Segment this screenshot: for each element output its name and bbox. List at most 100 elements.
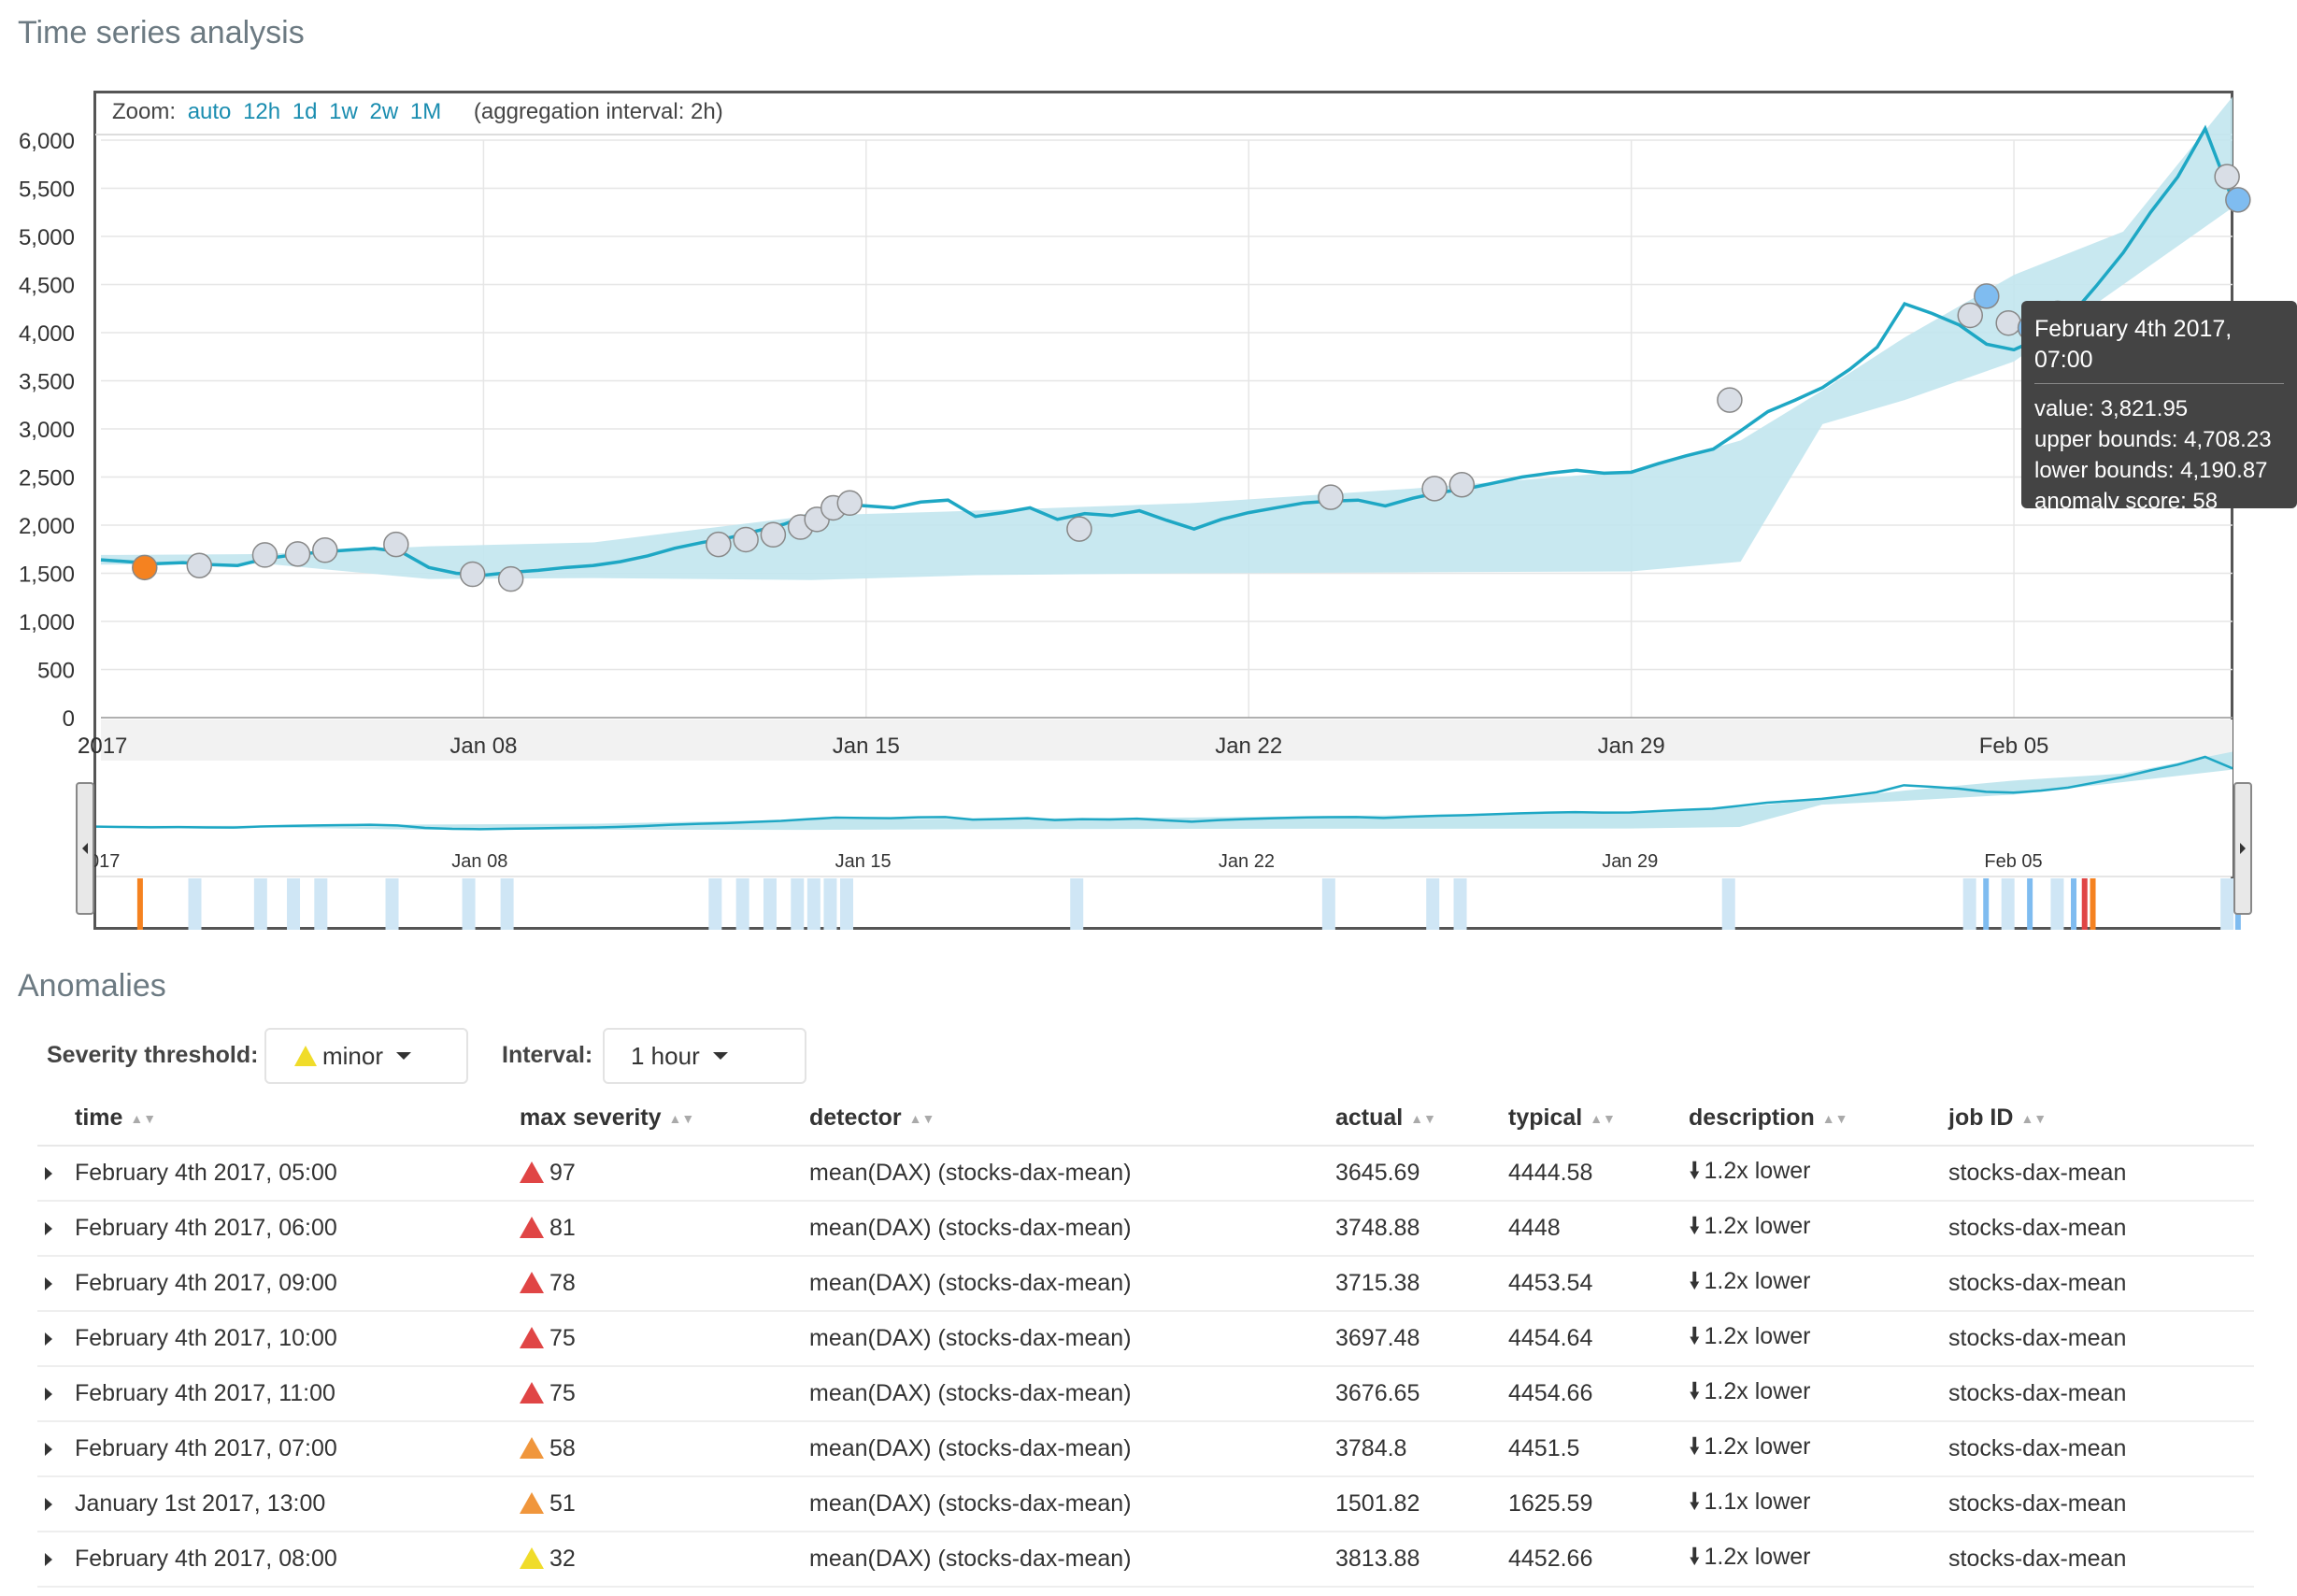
table-row[interactable]: February 4th 2017, 08:00 32 mean(DAX) (sto…	[37, 1532, 2254, 1588]
swimlane-anomaly-tick[interactable]	[287, 878, 301, 930]
table-row[interactable]: February 4th 2017, 10:00 75 mean(DAX) (sto…	[37, 1311, 2254, 1367]
swimlane-anomaly-tick[interactable]	[385, 878, 399, 930]
cell-severity: 75	[520, 1366, 809, 1422]
expand-toggle[interactable]	[37, 1476, 75, 1532]
anomaly-marker[interactable]	[1421, 476, 1448, 502]
arrow-down-icon: 🠛	[1689, 1158, 1701, 1184]
anomaly-marker[interactable]	[1066, 516, 1092, 542]
anomaly-marker[interactable]	[706, 531, 732, 558]
anomaly-marker[interactable]	[251, 542, 278, 568]
table-row[interactable]: February 4th 2017, 11:00 75 mean(DAX) (sto…	[37, 1366, 2254, 1422]
anomaly-marker[interactable]	[733, 526, 759, 553]
context-value-line	[95, 755, 2233, 831]
expand-toggle[interactable]	[37, 1421, 75, 1477]
swimlane-anomaly-tick[interactable]	[462, 878, 476, 930]
col-typical[interactable]: typical ▲▼	[1508, 1090, 1689, 1147]
swimlane-anomaly-tick[interactable]	[1962, 878, 1976, 930]
severity-threshold-dropdown[interactable]: minor	[264, 1028, 468, 1084]
swimlane-anomaly-tick[interactable]	[136, 878, 143, 930]
table-row[interactable]: February 4th 2017, 09:00 78 mean(DAX) (sto…	[37, 1256, 2254, 1312]
col-description[interactable]: description ▲▼	[1689, 1090, 1948, 1147]
swimlane-anomaly-tick[interactable]	[1070, 878, 1084, 930]
zoom-12h[interactable]: 12h	[243, 99, 281, 124]
anomaly-marker[interactable]	[284, 541, 311, 567]
zoom-2w[interactable]: 2w	[369, 99, 399, 124]
zoom-1d[interactable]: 1d	[292, 99, 318, 124]
expand-toggle[interactable]	[37, 1311, 75, 1367]
time-series-chart[interactable]: 0 500 1,000 1,500 2,000 2,500 3,000 3,500 4,000 4…	[0, 0, 2297, 944]
swimlane-anomaly-tick[interactable]	[2001, 878, 2015, 930]
page-title: Time series analysis	[18, 15, 305, 50]
swimlane-anomaly-tick[interactable]	[500, 878, 514, 930]
anomaly-marker[interactable]	[1448, 471, 1476, 498]
anomaly-marker[interactable]	[497, 565, 524, 592]
interval-dropdown[interactable]: 1 hour	[603, 1028, 806, 1084]
swimlane-anomaly-tick[interactable]	[2090, 878, 2096, 930]
swimlane-anomaly-tick[interactable]	[2071, 878, 2077, 930]
anomaly-marker[interactable]	[1957, 302, 1984, 329]
swimlane-anomaly-tick[interactable]	[1983, 878, 1990, 930]
anomaly-marker[interactable]	[312, 537, 338, 563]
swimlane-anomaly-tick[interactable]	[2027, 878, 2033, 930]
anomaly-marker[interactable]	[1974, 283, 2000, 309]
swimlane-anomaly-tick[interactable]	[791, 878, 805, 930]
swimlane-anomaly-tick[interactable]	[840, 878, 854, 930]
expand-toggle[interactable]	[37, 1366, 75, 1422]
anomaly-marker[interactable]	[132, 554, 158, 581]
anomaly-marker[interactable]	[2214, 164, 2240, 190]
swimlane-anomaly-tick[interactable]	[708, 878, 722, 930]
anomaly-marker[interactable]	[1318, 484, 1344, 510]
context-x-tick-label: Jan 22	[1219, 851, 1275, 872]
anomaly-marker[interactable]	[186, 552, 213, 579]
swimlane-anomaly-tick[interactable]	[314, 878, 328, 930]
anomaly-marker[interactable]	[1995, 309, 2021, 336]
arrow-down-icon: 🠛	[1689, 1544, 1701, 1570]
swimlane-anomaly-tick[interactable]	[2050, 878, 2064, 930]
col-actual[interactable]: actual ▲▼	[1335, 1090, 1508, 1147]
swimlane-anomaly-tick[interactable]	[823, 878, 837, 930]
x-axis-band	[101, 720, 2233, 761]
sort-icon: ▲▼	[130, 1110, 157, 1126]
expand-toggle[interactable]	[37, 1146, 75, 1202]
zoom-1m[interactable]: 1M	[409, 99, 442, 124]
swimlane-anomaly-tick[interactable]	[253, 878, 267, 930]
anomaly-marker[interactable]	[383, 531, 409, 558]
cell-description: 🠛 1.1x lower	[1689, 1476, 1948, 1532]
swimlane-anomaly-tick[interactable]	[2081, 878, 2088, 930]
table-row[interactable]: January 1st 2017, 13:00 51 mean(DAX) (stoc…	[37, 1476, 2254, 1532]
anomaly-marker[interactable]	[1717, 387, 1743, 413]
tooltip-value: value: 3,821.95	[2034, 396, 2189, 421]
severity-warning-icon	[520, 1327, 544, 1348]
swimlane-anomaly-tick[interactable]	[763, 878, 777, 930]
swimlane-anomaly-tick[interactable]	[806, 878, 820, 930]
col-detector[interactable]: detector ▲▼	[809, 1090, 1335, 1147]
expand-toggle[interactable]	[37, 1201, 75, 1257]
swimlane-anomaly-tick[interactable]	[1321, 878, 1335, 930]
col-max-severity[interactable]: max severity ▲▼	[520, 1090, 809, 1147]
swimlane-anomaly-tick[interactable]	[1453, 878, 1467, 930]
anomaly-marker[interactable]	[459, 561, 486, 588]
col-job-id[interactable]: job ID ▲▼	[1948, 1090, 2254, 1147]
anomaly-marker[interactable]	[836, 490, 863, 517]
table-row[interactable]: February 4th 2017, 06:00 81 mean(DAX) (sto…	[37, 1201, 2254, 1257]
anomaly-marker[interactable]	[760, 521, 787, 549]
zoom-1w[interactable]: 1w	[329, 99, 358, 124]
swimlane-anomaly-tick[interactable]	[188, 878, 202, 930]
expand-toggle[interactable]	[37, 1256, 75, 1312]
zoom-auto[interactable]: auto	[187, 99, 232, 124]
cell-severity: 97	[520, 1146, 809, 1202]
swimlane-anomaly-tick[interactable]	[2220, 878, 2234, 930]
swimlane-anomaly-tick[interactable]	[735, 878, 749, 930]
arrow-down-icon: 🠛	[1689, 1213, 1701, 1239]
anomaly-marker[interactable]	[2225, 187, 2251, 213]
severity-threshold-label: Severity threshold:	[47, 1042, 259, 1068]
context-x-tick-label: Jan 29	[1602, 851, 1658, 872]
swimlane-anomaly-tick[interactable]	[1426, 878, 1440, 930]
table-row[interactable]: February 4th 2017, 05:00 97 mean(DAX) (sto…	[37, 1146, 2254, 1202]
cell-job-id: stocks-dax-mean	[1948, 1311, 2254, 1367]
expand-toggle[interactable]	[37, 1532, 75, 1588]
col-time[interactable]: time ▲▼	[75, 1090, 520, 1147]
table-row[interactable]: February 4th 2017, 07:00 58 mean(DAX) (sto…	[37, 1421, 2254, 1477]
swimlane-anomaly-tick[interactable]	[1721, 878, 1735, 930]
sort-icon: ▲▼	[1590, 1110, 1616, 1126]
